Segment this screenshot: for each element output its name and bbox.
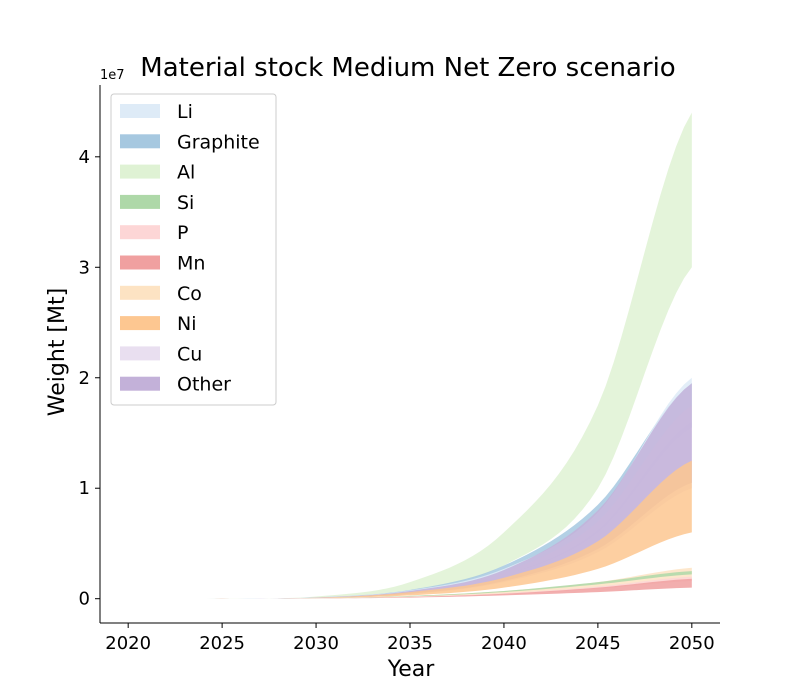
x-tick-label: 2020 [105, 633, 151, 654]
legend-label-co: Co [177, 283, 202, 305]
legend-label-p: P [177, 222, 188, 244]
legend-swatch-al [120, 164, 160, 179]
legend-swatch-ni [120, 316, 160, 331]
legend-swatch-co [120, 285, 160, 300]
y-tick-label: 3 [79, 257, 90, 278]
legend-label-other: Other [177, 374, 231, 396]
legend-label-al: Al [177, 162, 195, 184]
x-tick-label: 2050 [669, 633, 715, 654]
area-band-graphite [128, 383, 692, 599]
x-tick-label: 2045 [575, 633, 621, 654]
legend-swatch-graphite [120, 134, 160, 149]
legend-swatch-other [120, 376, 160, 391]
chart-title: Material stock Medium Net Zero scenario [140, 53, 675, 83]
x-tick-label: 2035 [387, 633, 433, 654]
legend-swatch-mn [120, 255, 160, 270]
ticks: 2020 2025 2030 2035 2040 2045 2050 0 1 2 3 4 [79, 147, 715, 654]
legend: Li Graphite Al Si P Mn Co Ni Cu Other [110, 93, 277, 406]
y-axis-offset-label: 1e7 [100, 68, 125, 83]
x-axis-label: Year [387, 657, 436, 682]
y-tick-label: 4 [79, 147, 90, 168]
area-bands [128, 112, 692, 599]
legend-swatch-p [120, 225, 160, 240]
legend-label-graphite: Graphite [177, 131, 260, 153]
x-tick-label: 2040 [481, 633, 527, 654]
legend-label-li: Li [177, 101, 193, 123]
x-tick-label: 2025 [199, 633, 245, 654]
y-tick-label: 1 [79, 478, 90, 499]
legend-swatch-cu [120, 346, 160, 361]
legend-label-ni: Ni [177, 313, 197, 335]
y-axis-label: Weight [Mt] [45, 288, 70, 416]
area-band-ni [128, 460, 692, 599]
y-tick-label: 2 [79, 368, 90, 389]
area-band-mn [128, 578, 692, 599]
legend-label-cu: Cu [177, 343, 202, 365]
x-tick-label: 2030 [293, 633, 339, 654]
legend-swatch-si [120, 194, 160, 209]
legend-label-si: Si [177, 192, 194, 214]
area-band-si [128, 571, 692, 599]
legend-label-mn: Mn [177, 253, 205, 275]
legend-swatch-li [120, 104, 160, 118]
y-tick-label: 0 [79, 589, 90, 610]
